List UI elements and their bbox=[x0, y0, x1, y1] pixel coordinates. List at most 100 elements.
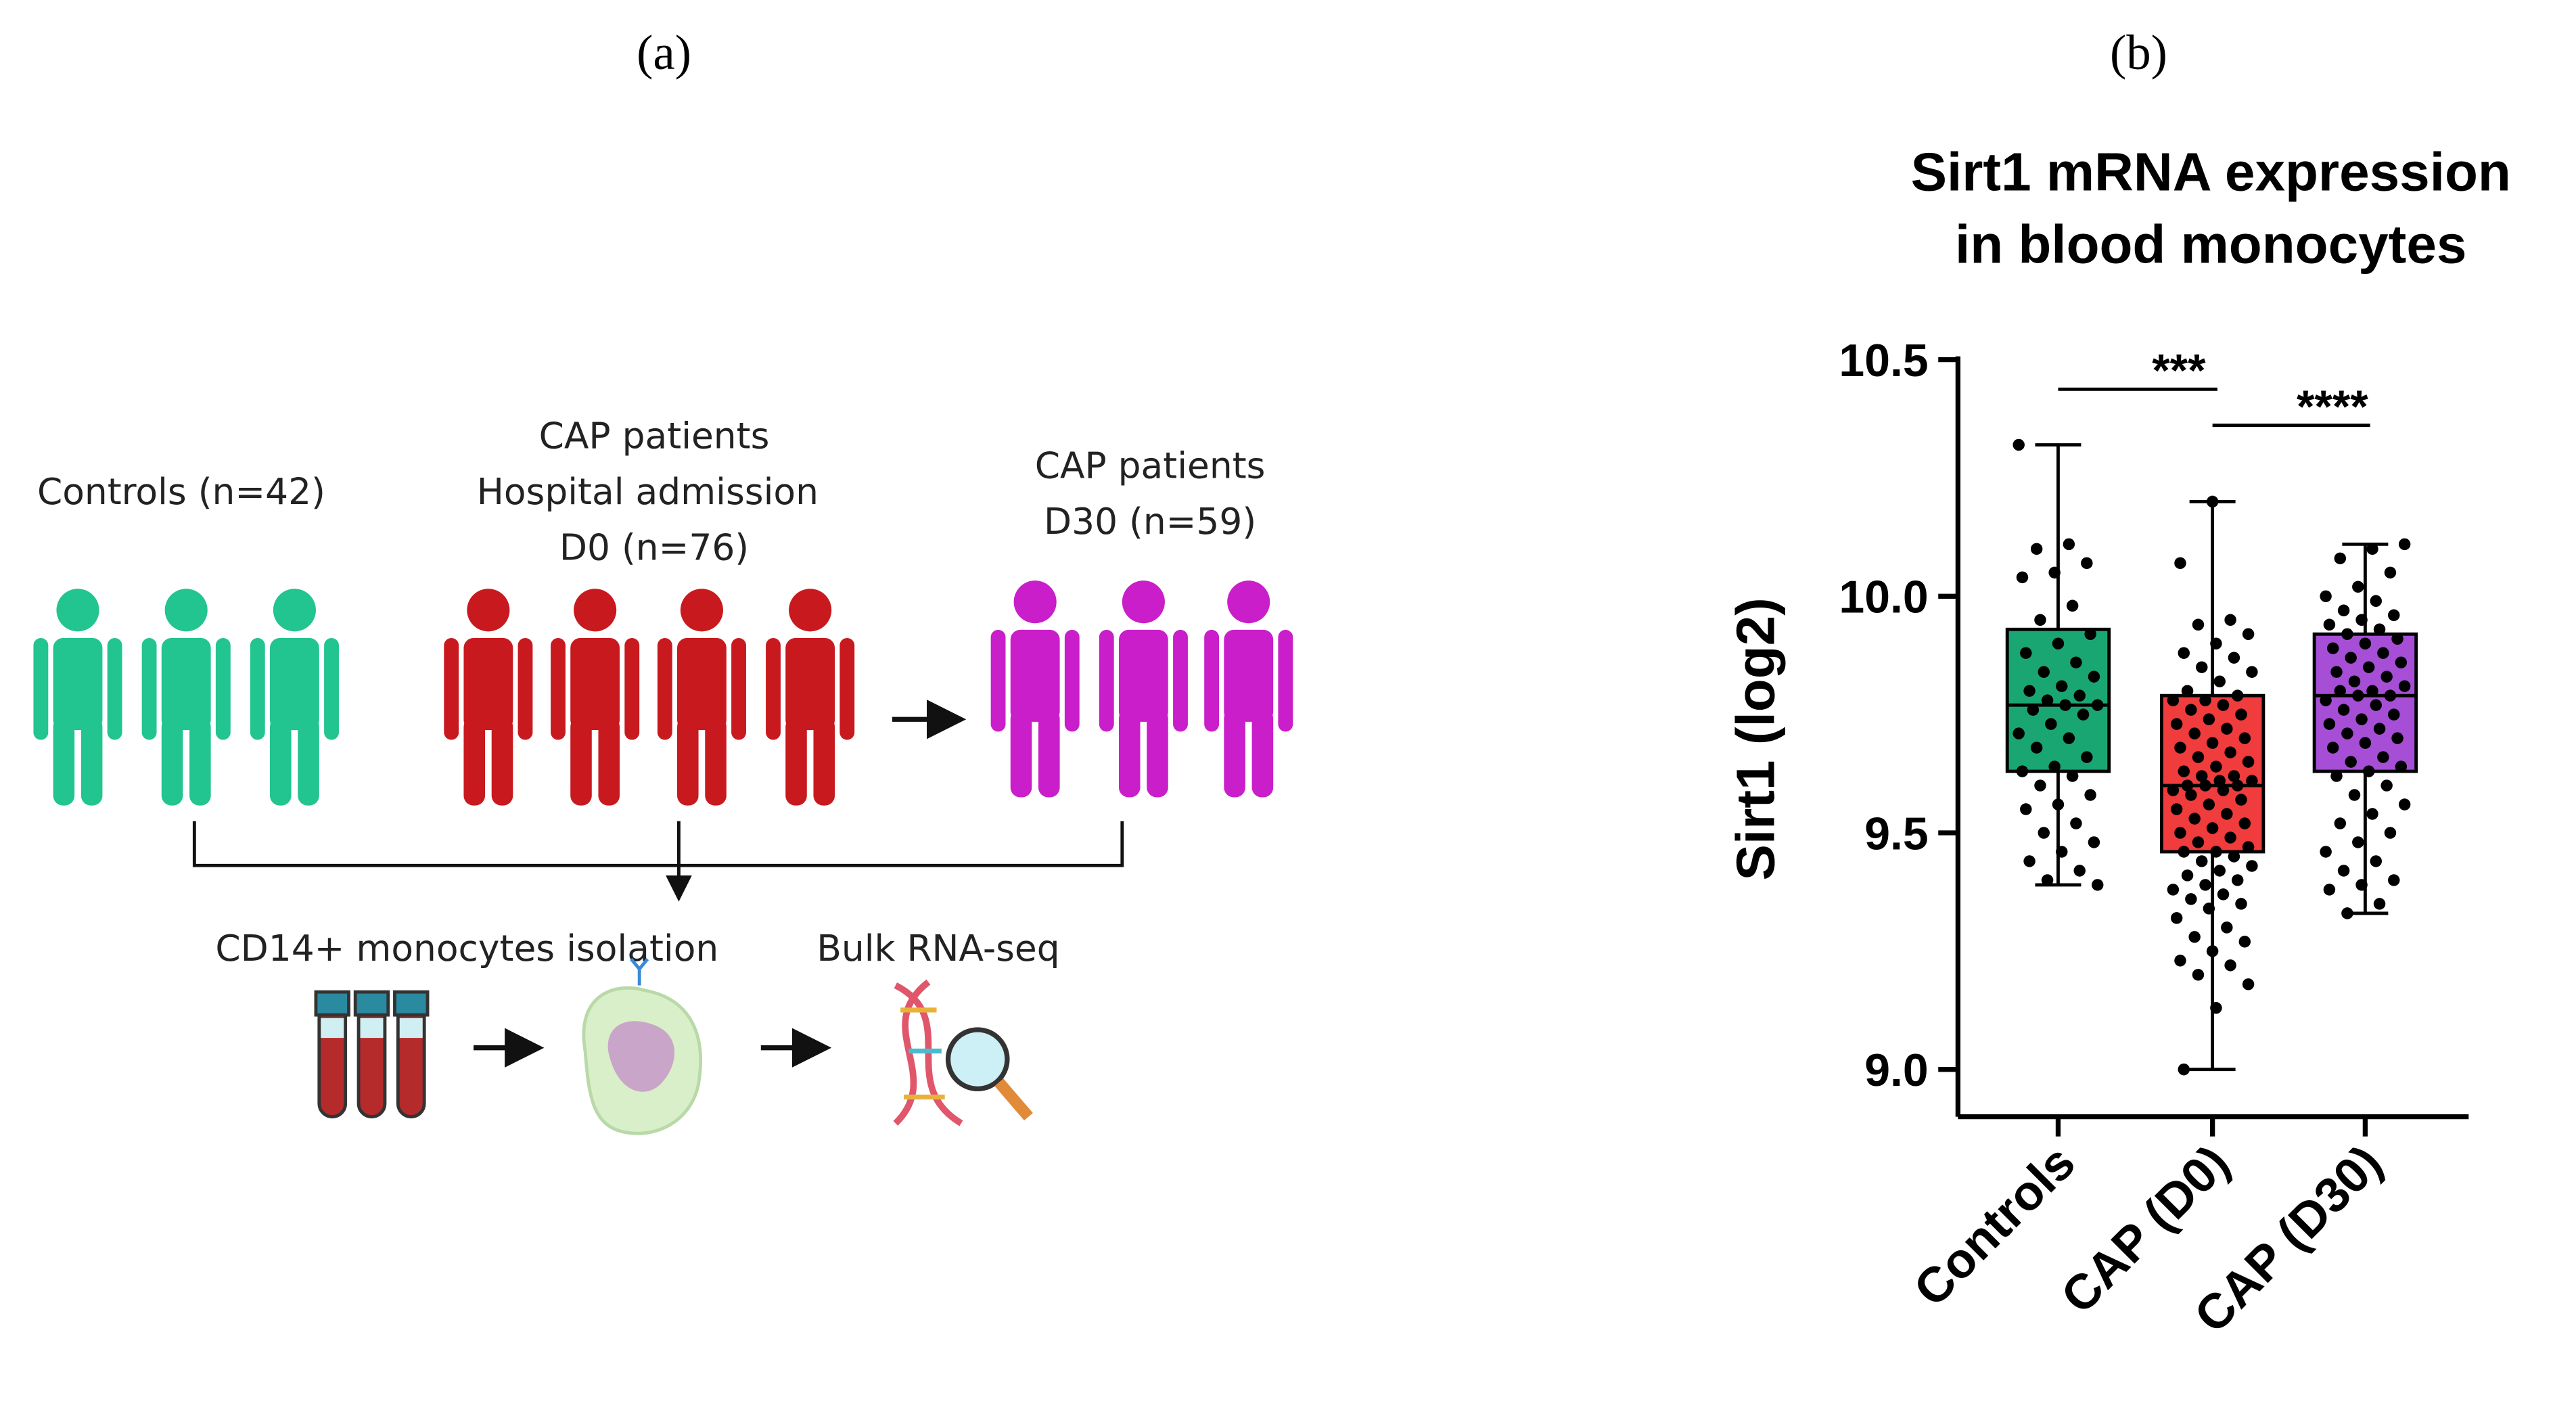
dna-icon bbox=[893, 979, 1033, 1126]
data-point bbox=[2221, 921, 2233, 934]
data-point bbox=[2030, 742, 2043, 754]
data-point bbox=[2355, 614, 2368, 626]
data-point bbox=[2088, 670, 2100, 683]
data-point bbox=[2326, 742, 2339, 754]
data-point bbox=[2073, 865, 2086, 877]
data-point bbox=[2320, 846, 2332, 858]
data-point bbox=[2188, 931, 2201, 943]
data-point bbox=[2217, 888, 2230, 900]
tubes-icon bbox=[314, 990, 430, 1119]
data-point bbox=[2238, 817, 2251, 829]
data-point bbox=[2373, 623, 2386, 635]
data-point bbox=[2056, 846, 2068, 858]
data-point bbox=[2063, 732, 2075, 744]
data-point bbox=[2185, 789, 2197, 801]
data-point bbox=[2206, 822, 2219, 834]
data-point bbox=[2334, 552, 2347, 565]
data-point bbox=[2170, 803, 2183, 815]
data-point bbox=[2388, 708, 2400, 721]
data-point bbox=[2348, 789, 2361, 801]
data-point bbox=[2348, 675, 2361, 687]
data-point bbox=[2388, 609, 2400, 622]
data-point bbox=[2398, 538, 2411, 551]
cell-icon bbox=[582, 958, 702, 1135]
data-point bbox=[2196, 661, 2208, 673]
data-point bbox=[2181, 779, 2194, 792]
data-point bbox=[2041, 694, 2054, 706]
data-point bbox=[2341, 727, 2353, 739]
data-point bbox=[2034, 614, 2046, 626]
data-point bbox=[2070, 656, 2082, 668]
y-tick-label: 9.5 bbox=[1864, 808, 1928, 859]
control-people bbox=[33, 589, 339, 806]
data-point bbox=[2395, 760, 2408, 773]
data-point bbox=[2330, 770, 2343, 782]
data-point bbox=[2192, 836, 2205, 848]
data-point bbox=[2391, 732, 2404, 744]
data-point bbox=[2091, 879, 2104, 891]
data-point bbox=[2052, 798, 2065, 811]
data-point bbox=[2023, 685, 2036, 697]
data-point bbox=[2203, 713, 2215, 725]
data-point bbox=[2041, 874, 2054, 886]
data-point bbox=[2224, 831, 2236, 844]
data-point bbox=[2366, 543, 2378, 555]
data-point bbox=[2213, 675, 2226, 687]
data-point bbox=[2167, 784, 2180, 796]
data-point bbox=[2235, 794, 2247, 806]
data-point bbox=[2185, 704, 2197, 716]
data-point bbox=[2059, 699, 2071, 711]
data-point bbox=[2246, 666, 2258, 678]
data-point bbox=[2188, 813, 2201, 825]
data-point bbox=[2174, 557, 2186, 570]
d30-people bbox=[990, 580, 1293, 798]
significance-label: **** bbox=[2297, 381, 2368, 432]
data-point bbox=[2206, 495, 2219, 508]
data-point bbox=[2073, 689, 2086, 702]
data-point bbox=[2217, 699, 2230, 711]
data-point bbox=[2213, 775, 2226, 787]
data-point bbox=[2398, 680, 2411, 692]
data-point bbox=[2052, 637, 2065, 649]
data-point bbox=[2077, 708, 2090, 721]
data-point bbox=[2178, 1063, 2190, 1076]
data-point bbox=[2242, 978, 2255, 990]
data-point bbox=[2038, 827, 2050, 839]
group-label: D30 (n=59) bbox=[1044, 500, 1256, 543]
data-point bbox=[2203, 798, 2215, 811]
data-point bbox=[2013, 727, 2025, 739]
d0-people bbox=[444, 589, 855, 806]
data-point bbox=[2066, 770, 2079, 782]
data-point bbox=[2030, 543, 2043, 555]
data-point bbox=[2210, 1002, 2222, 1014]
y-tick-label: 10.5 bbox=[1839, 335, 1928, 386]
data-point bbox=[2224, 959, 2236, 972]
data-point bbox=[2181, 685, 2194, 697]
data-point bbox=[2084, 628, 2096, 640]
data-point bbox=[2330, 666, 2343, 678]
data-point bbox=[2206, 737, 2219, 749]
data-point bbox=[2192, 969, 2205, 981]
data-point bbox=[2228, 770, 2240, 782]
data-point bbox=[2048, 566, 2061, 579]
data-point bbox=[2377, 647, 2389, 659]
data-point bbox=[2355, 879, 2368, 891]
data-point bbox=[2084, 789, 2096, 801]
data-point bbox=[2206, 945, 2219, 957]
data-point bbox=[2323, 718, 2336, 730]
data-point bbox=[2056, 680, 2068, 692]
data-point bbox=[2045, 718, 2057, 730]
data-point bbox=[2359, 737, 2372, 749]
data-point bbox=[2373, 723, 2386, 735]
group-label: Hospital admission bbox=[477, 470, 819, 513]
data-point bbox=[2242, 628, 2255, 640]
data-point bbox=[2398, 798, 2411, 811]
data-point bbox=[2210, 637, 2222, 649]
data-point bbox=[2337, 865, 2350, 877]
data-point bbox=[2366, 685, 2378, 697]
data-point bbox=[2337, 704, 2350, 716]
group-label: CAP patients bbox=[1035, 444, 1266, 486]
significance-label: *** bbox=[2152, 344, 2206, 396]
data-point bbox=[2192, 751, 2205, 763]
data-point bbox=[2213, 865, 2226, 877]
